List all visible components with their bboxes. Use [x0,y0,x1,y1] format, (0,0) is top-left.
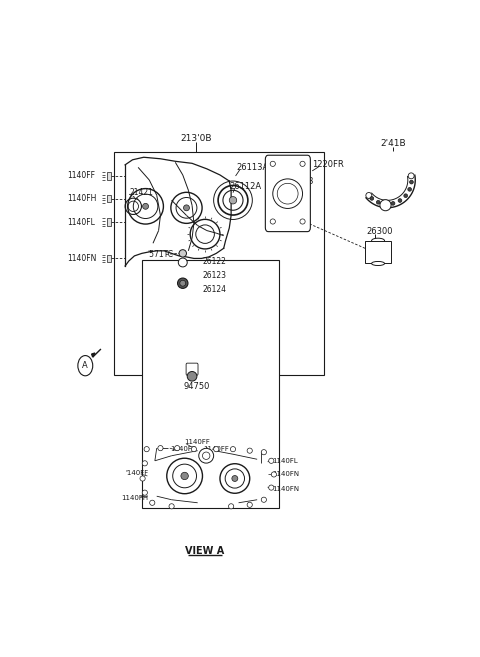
Ellipse shape [144,447,149,452]
Text: 1140FF: 1140FF [203,446,229,452]
Ellipse shape [199,448,214,463]
Ellipse shape [269,458,274,463]
Text: '140FF: '140FF [125,470,148,476]
Text: 21421: 21421 [130,188,154,196]
Polygon shape [92,353,95,357]
Ellipse shape [230,447,236,452]
Ellipse shape [271,472,276,477]
Text: 21313: 21313 [287,177,313,185]
Ellipse shape [261,449,266,455]
Bar [142,260,279,508]
Text: 1140FH: 1140FH [67,194,97,203]
Ellipse shape [269,485,274,490]
Ellipse shape [178,278,188,288]
Text: 1140FN: 1140FN [272,486,299,491]
Ellipse shape [167,458,203,493]
Text: 26124: 26124 [203,285,227,294]
Ellipse shape [150,500,155,505]
Bar [114,152,324,374]
Ellipse shape [366,193,372,198]
Ellipse shape [300,161,305,166]
Ellipse shape [220,464,250,493]
Text: '571TC: '571TC [147,250,173,259]
Ellipse shape [247,502,252,507]
Text: 2'41B: 2'41B [380,139,406,148]
Ellipse shape [408,173,414,179]
Ellipse shape [228,504,234,509]
Ellipse shape [187,371,197,381]
Text: 213'0B: 213'0B [180,134,212,143]
Text: 1140FN: 1140FN [272,472,299,478]
Ellipse shape [232,476,238,482]
Ellipse shape [180,281,186,286]
Ellipse shape [140,476,145,481]
Ellipse shape [142,461,147,466]
Ellipse shape [409,180,413,184]
Text: 26300: 26300 [366,227,393,236]
Ellipse shape [214,447,219,452]
Ellipse shape [181,472,188,480]
Ellipse shape [384,202,387,206]
Ellipse shape [408,187,411,191]
Bar [107,255,111,262]
Text: 1140FH: 1140FH [121,495,148,501]
Ellipse shape [192,447,196,452]
Ellipse shape [143,204,148,210]
Ellipse shape [372,238,384,243]
Ellipse shape [270,219,276,224]
Bar [107,195,111,202]
FancyBboxPatch shape [265,155,311,232]
Ellipse shape [404,194,408,198]
Ellipse shape [183,205,190,211]
Text: 1140FF: 1140FF [67,171,96,181]
Ellipse shape [178,258,187,267]
Text: 94750: 94750 [184,382,210,391]
Ellipse shape [142,490,147,495]
Bar [107,219,111,225]
Text: 1140FF: 1140FF [170,446,196,452]
Ellipse shape [300,219,305,224]
Text: 1140FN: 1140FN [67,254,97,263]
Text: 1220FR: 1220FR [312,160,344,169]
FancyBboxPatch shape [186,363,198,375]
Ellipse shape [372,261,384,265]
Ellipse shape [158,445,163,451]
Ellipse shape [261,497,266,503]
Bar [365,240,391,263]
Ellipse shape [370,196,373,200]
Text: 26113A: 26113A [236,164,268,172]
Ellipse shape [229,196,237,204]
Text: 26123: 26123 [203,271,227,280]
Text: 26122: 26122 [203,258,227,267]
Ellipse shape [380,200,391,211]
Ellipse shape [175,445,180,451]
Text: 1140FL: 1140FL [272,458,298,464]
Ellipse shape [391,202,395,205]
Text: 1140FF: 1140FF [185,439,211,445]
Text: A: A [83,361,88,370]
Text: VIEW A: VIEW A [185,546,225,556]
Ellipse shape [398,198,402,202]
Text: 26112A: 26112A [229,181,262,191]
Ellipse shape [270,161,276,166]
Text: 1140FL: 1140FL [67,217,96,227]
Ellipse shape [247,448,252,453]
Bar [107,172,111,179]
Ellipse shape [376,200,380,204]
Ellipse shape [179,250,186,257]
Ellipse shape [169,504,174,509]
